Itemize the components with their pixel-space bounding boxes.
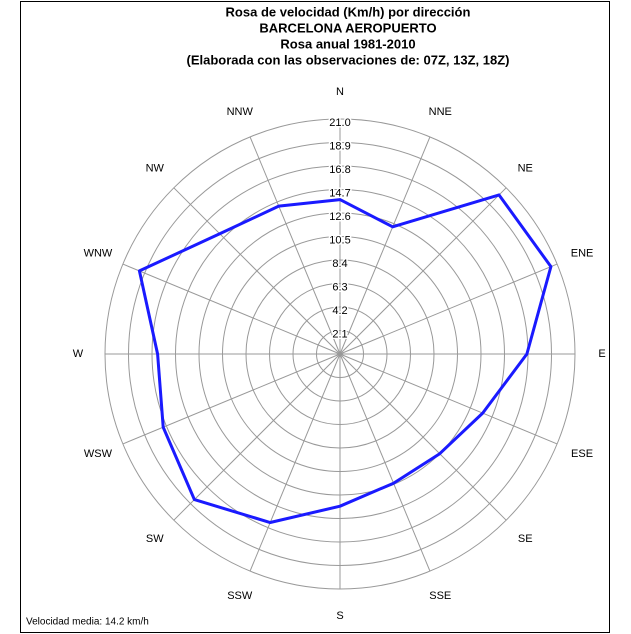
spoke xyxy=(249,353,341,572)
spoke xyxy=(173,353,341,521)
spoke xyxy=(339,353,431,572)
direction-label: NE xyxy=(518,163,533,175)
r-tick-label: 8.4 xyxy=(332,258,347,270)
direction-label: SW xyxy=(146,533,164,545)
r-tick-label: 18.9 xyxy=(329,140,350,152)
frame xyxy=(20,1,610,633)
r-tick-label: 10.5 xyxy=(329,234,350,246)
spoke xyxy=(122,263,341,355)
series-line xyxy=(137,193,553,525)
chart-title: (Elaborada con las observaciones de: 07Z… xyxy=(187,52,510,67)
spoke xyxy=(339,353,507,521)
r-tick-label: 2.1 xyxy=(332,328,347,340)
r-tick-label: 16.8 xyxy=(329,164,350,176)
r-tick-label: 14.7 xyxy=(329,187,350,199)
chart-title: Rosa de velocidad (Km/h) por dirección xyxy=(226,4,471,19)
spoke xyxy=(339,136,431,355)
spoke xyxy=(173,187,341,355)
direction-label: E xyxy=(598,348,605,360)
spoke xyxy=(122,353,341,445)
direction-label: WNW xyxy=(84,248,113,260)
spoke xyxy=(339,187,507,355)
direction-label: N xyxy=(336,86,344,98)
direction-label: WSW xyxy=(84,448,113,460)
r-tick-label: 4.2 xyxy=(332,305,347,317)
footnote: Velocidad media: 14.2 km/h xyxy=(26,617,149,628)
direction-label: SSE xyxy=(429,590,451,602)
direction-label: NW xyxy=(146,163,165,175)
chart-title: BARCELONA AEROPUERTO xyxy=(259,20,436,35)
spoke xyxy=(339,263,558,355)
direction-label: S xyxy=(336,610,343,622)
direction-label: ENE xyxy=(571,248,594,260)
r-tick-label: 12.6 xyxy=(329,211,350,223)
spoke xyxy=(339,353,558,445)
spoke xyxy=(249,136,341,355)
r-tick-label: 21.0 xyxy=(329,117,350,129)
direction-label: NNE xyxy=(429,106,452,118)
direction-label: SE xyxy=(518,533,533,545)
r-tick-label: 6.3 xyxy=(332,281,347,293)
direction-label: NNW xyxy=(227,106,254,118)
direction-label: ESE xyxy=(571,448,593,460)
chart-title: Rosa anual 1981-2010 xyxy=(280,36,415,51)
direction-label: W xyxy=(73,348,84,360)
direction-label: SSW xyxy=(227,590,253,602)
